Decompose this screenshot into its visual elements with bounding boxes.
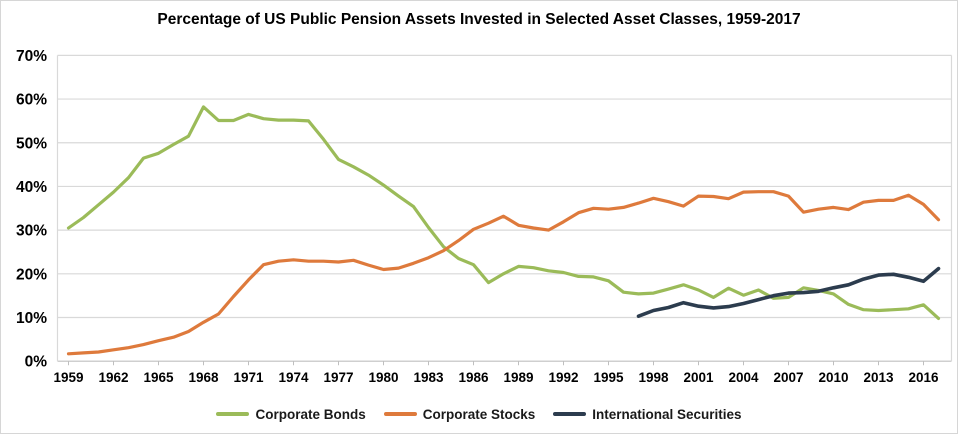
y-tick-label-10: 10% — [16, 310, 47, 327]
legend-label: Corporate Stocks — [422, 406, 536, 422]
x-tick-label-1968: 1968 — [188, 370, 219, 385]
legend-item-corporate-bonds: Corporate Bonds — [216, 406, 366, 422]
legend: Corporate Bonds Corporate Stocks Internati… — [1, 402, 957, 426]
legend-label: International Securities — [592, 406, 742, 422]
y-tick-label-40: 40% — [16, 179, 47, 196]
y-tick-label-70: 70% — [16, 48, 47, 65]
x-tick-label-1965: 1965 — [143, 370, 174, 385]
x-tick-label-1971: 1971 — [233, 370, 264, 385]
y-tick-label-60: 60% — [16, 92, 47, 109]
x-tick-label-1998: 1998 — [638, 370, 669, 385]
x-tick-label-1959: 1959 — [53, 370, 83, 385]
series-line-corporate-stocks — [66, 190, 941, 356]
y-tick-label-20: 20% — [16, 266, 47, 283]
x-tick-label-1977: 1977 — [323, 370, 353, 385]
x-tick-label-2010: 2010 — [818, 370, 848, 385]
x-tick-label-1962: 1962 — [98, 370, 128, 385]
legend-item-corporate-stocks: Corporate Stocks — [383, 406, 536, 422]
y-tick-label-50: 50% — [16, 135, 47, 152]
x-tick-label-2001: 2001 — [683, 370, 714, 385]
x-tick-label-1983: 1983 — [413, 370, 444, 385]
legend-swatch-corporate-bonds — [216, 412, 250, 416]
series-line-international-securities — [636, 266, 941, 319]
x-tick-label-2013: 2013 — [863, 370, 894, 385]
y-tick-label-0: 0% — [25, 354, 48, 371]
legend-swatch-corporate-stocks — [383, 412, 417, 416]
legend-label: Corporate Bonds — [255, 406, 366, 422]
legend-swatch-international-securities — [553, 412, 587, 416]
x-tick-label-2007: 2007 — [773, 370, 803, 385]
x-tick-label-1989: 1989 — [503, 370, 533, 385]
legend-item-international-securities: International Securities — [553, 406, 742, 422]
chart-title: Percentage of US Public Pension Assets I… — [157, 11, 801, 28]
x-tick-label-1974: 1974 — [278, 370, 309, 385]
x-tick-label-1992: 1992 — [548, 370, 578, 385]
y-tick-label-30: 30% — [16, 223, 47, 240]
x-tick-label-1986: 1986 — [458, 370, 489, 385]
x-tick-label-2016: 2016 — [908, 370, 939, 385]
x-tick-label-2004: 2004 — [728, 370, 759, 385]
x-tick-label-1995: 1995 — [593, 370, 624, 385]
x-tick-label-1980: 1980 — [368, 370, 398, 385]
